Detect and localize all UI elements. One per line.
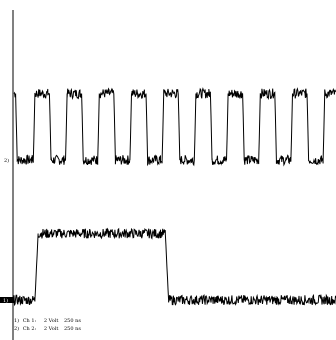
traces-group: [13, 87, 336, 307]
legend-ch1-volts: 2 Volt: [44, 318, 59, 324]
channel-marker-1-bg: [0, 297, 14, 303]
chart-legend: 1) Ch 1: 2 Volt 250 ns 2) Ch 2: 2 Volt 2…: [14, 317, 81, 332]
legend-ch1-channel: 1): [14, 317, 19, 324]
legend-ch2-label: Ch 2:: [23, 326, 37, 332]
channel-marker-2: 2): [4, 157, 9, 164]
trace-2: [13, 227, 336, 307]
legend-ch1: 1) Ch 1: 2 Volt 250 ns: [14, 317, 81, 324]
channel-marker-1: 1): [3, 297, 8, 304]
legend-ch2-volts: 2 Volt: [44, 326, 59, 332]
channel-markers: 2) 1): [0, 157, 14, 304]
legend-ch2-time: 250 ns: [64, 326, 81, 332]
legend-ch2: 2) Ch 2: 2 Volt 250 ns: [14, 325, 81, 332]
legend-ch2-channel: 2): [14, 325, 19, 332]
legend-ch1-label: Ch 1:: [23, 318, 37, 324]
legend-ch1-time: 250 ns: [64, 318, 81, 324]
trace-1: [13, 87, 336, 167]
